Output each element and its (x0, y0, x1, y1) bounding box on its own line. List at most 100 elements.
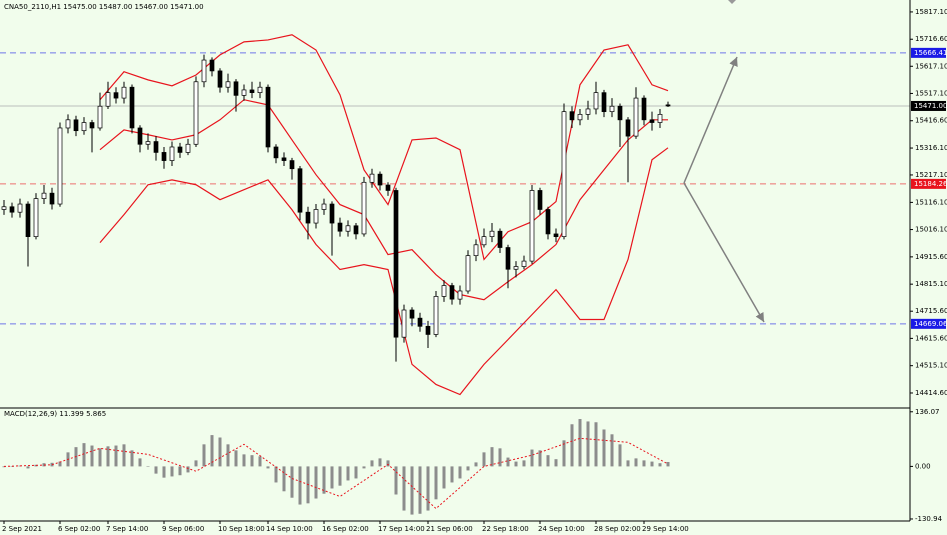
macd-bar (194, 460, 198, 467)
y-tick-label: 14615.60 (915, 334, 947, 342)
candle-body (497, 230, 503, 248)
y-tick-label: 15016.10 (915, 226, 947, 234)
macd-bar (578, 419, 582, 467)
level-tag (911, 178, 946, 189)
macd-bar (298, 466, 302, 505)
macd-bar (450, 466, 454, 483)
macd-bar (202, 444, 206, 467)
macd-bar (226, 444, 230, 467)
plot-area (0, 34, 910, 515)
candle-body (161, 152, 167, 161)
up-arrow (683, 56, 738, 184)
candle-body (97, 105, 103, 129)
candle-body (169, 146, 175, 161)
candle-body (153, 141, 159, 153)
macd-bar (602, 429, 606, 467)
macd-bar (634, 458, 638, 467)
candle-body (625, 119, 631, 137)
candle-body (121, 86, 127, 99)
level-label: 14669.06 (914, 320, 947, 328)
candle-body (425, 325, 431, 335)
macd-bar (282, 466, 286, 492)
candle-body (113, 92, 119, 99)
candle-body (201, 59, 207, 83)
candle-body (521, 260, 527, 267)
x-tick-label: 2 Sep 2021 (2, 525, 42, 533)
y-tick-label: 15716.60 (915, 35, 947, 43)
candle-body (321, 203, 327, 210)
candle-body (465, 255, 471, 292)
macd-bar (434, 466, 438, 500)
candle-body (305, 211, 311, 224)
candle-body (505, 247, 511, 270)
candle-body (217, 70, 223, 88)
macd-bar (466, 466, 470, 471)
candle-body (361, 181, 367, 235)
macd-y-tick-label: -130.94 (915, 515, 943, 523)
macd-bar (610, 434, 614, 467)
y-tick-label: 15517.10 (915, 89, 947, 97)
macd-bar (498, 448, 502, 467)
candle-body (73, 119, 79, 132)
candle-body (633, 97, 639, 137)
candle-body (641, 97, 647, 121)
macd-bar (522, 460, 526, 467)
candle-body (65, 119, 71, 129)
candle-body (481, 236, 487, 246)
y-tick-label: 15217.10 (915, 171, 947, 179)
level-tag (911, 47, 946, 58)
candle-body (265, 86, 271, 148)
x-tick-label: 28 Sep 02:00 (594, 525, 641, 533)
macd-bar (138, 458, 142, 467)
candle-body (657, 114, 663, 123)
macd-bar (290, 466, 294, 498)
candle-body (393, 190, 399, 338)
candle-body (601, 92, 607, 113)
macd-bar (114, 445, 118, 467)
candle-body (81, 122, 87, 132)
macd-bar (354, 466, 358, 479)
macd-bar (10, 466, 14, 467)
macd-bar (178, 466, 182, 476)
macd-bar (530, 449, 534, 467)
level-label: 15184.26 (914, 180, 947, 188)
candle-body (457, 290, 463, 300)
x-tick-label: 24 Sep 10:00 (538, 525, 585, 533)
candle-body (609, 105, 615, 113)
level-tag (911, 100, 946, 111)
candle-body (209, 59, 215, 72)
macd-bar (642, 460, 646, 467)
macd-bar (258, 456, 262, 467)
macd-bar (570, 424, 574, 467)
macd-bar (322, 466, 326, 494)
x-tick-label: 10 Sep 18:00 (218, 525, 265, 533)
macd-bar (458, 466, 462, 479)
candle-body (129, 86, 135, 129)
macd-bar (106, 446, 110, 467)
macd-bar (170, 466, 174, 477)
macd-title: MACD(12,26,9) 11.399 5.865 (4, 410, 106, 418)
macd-bar (2, 466, 6, 468)
candle-body (297, 168, 303, 213)
candle-body (441, 285, 447, 297)
candle-body (9, 206, 15, 213)
x-tick-label: 16 Sep 02:00 (322, 525, 369, 533)
macd-bar (402, 466, 406, 511)
candle-body (649, 119, 655, 123)
macd-y-tick-label: 0.00 (915, 462, 931, 470)
macd-bar (386, 460, 390, 467)
candle-body (25, 203, 31, 237)
macd-bar (218, 437, 222, 467)
candle-body (17, 203, 23, 213)
macd-bar (58, 461, 62, 467)
candle-body (177, 146, 183, 153)
candle-body (585, 108, 591, 115)
macd-bar (210, 435, 214, 467)
candle-body (225, 81, 231, 88)
macd-bar (442, 466, 446, 489)
macd-signal (3, 437, 669, 510)
macd-bar (362, 466, 366, 469)
candle-body (513, 266, 519, 270)
candle-body (577, 114, 583, 121)
